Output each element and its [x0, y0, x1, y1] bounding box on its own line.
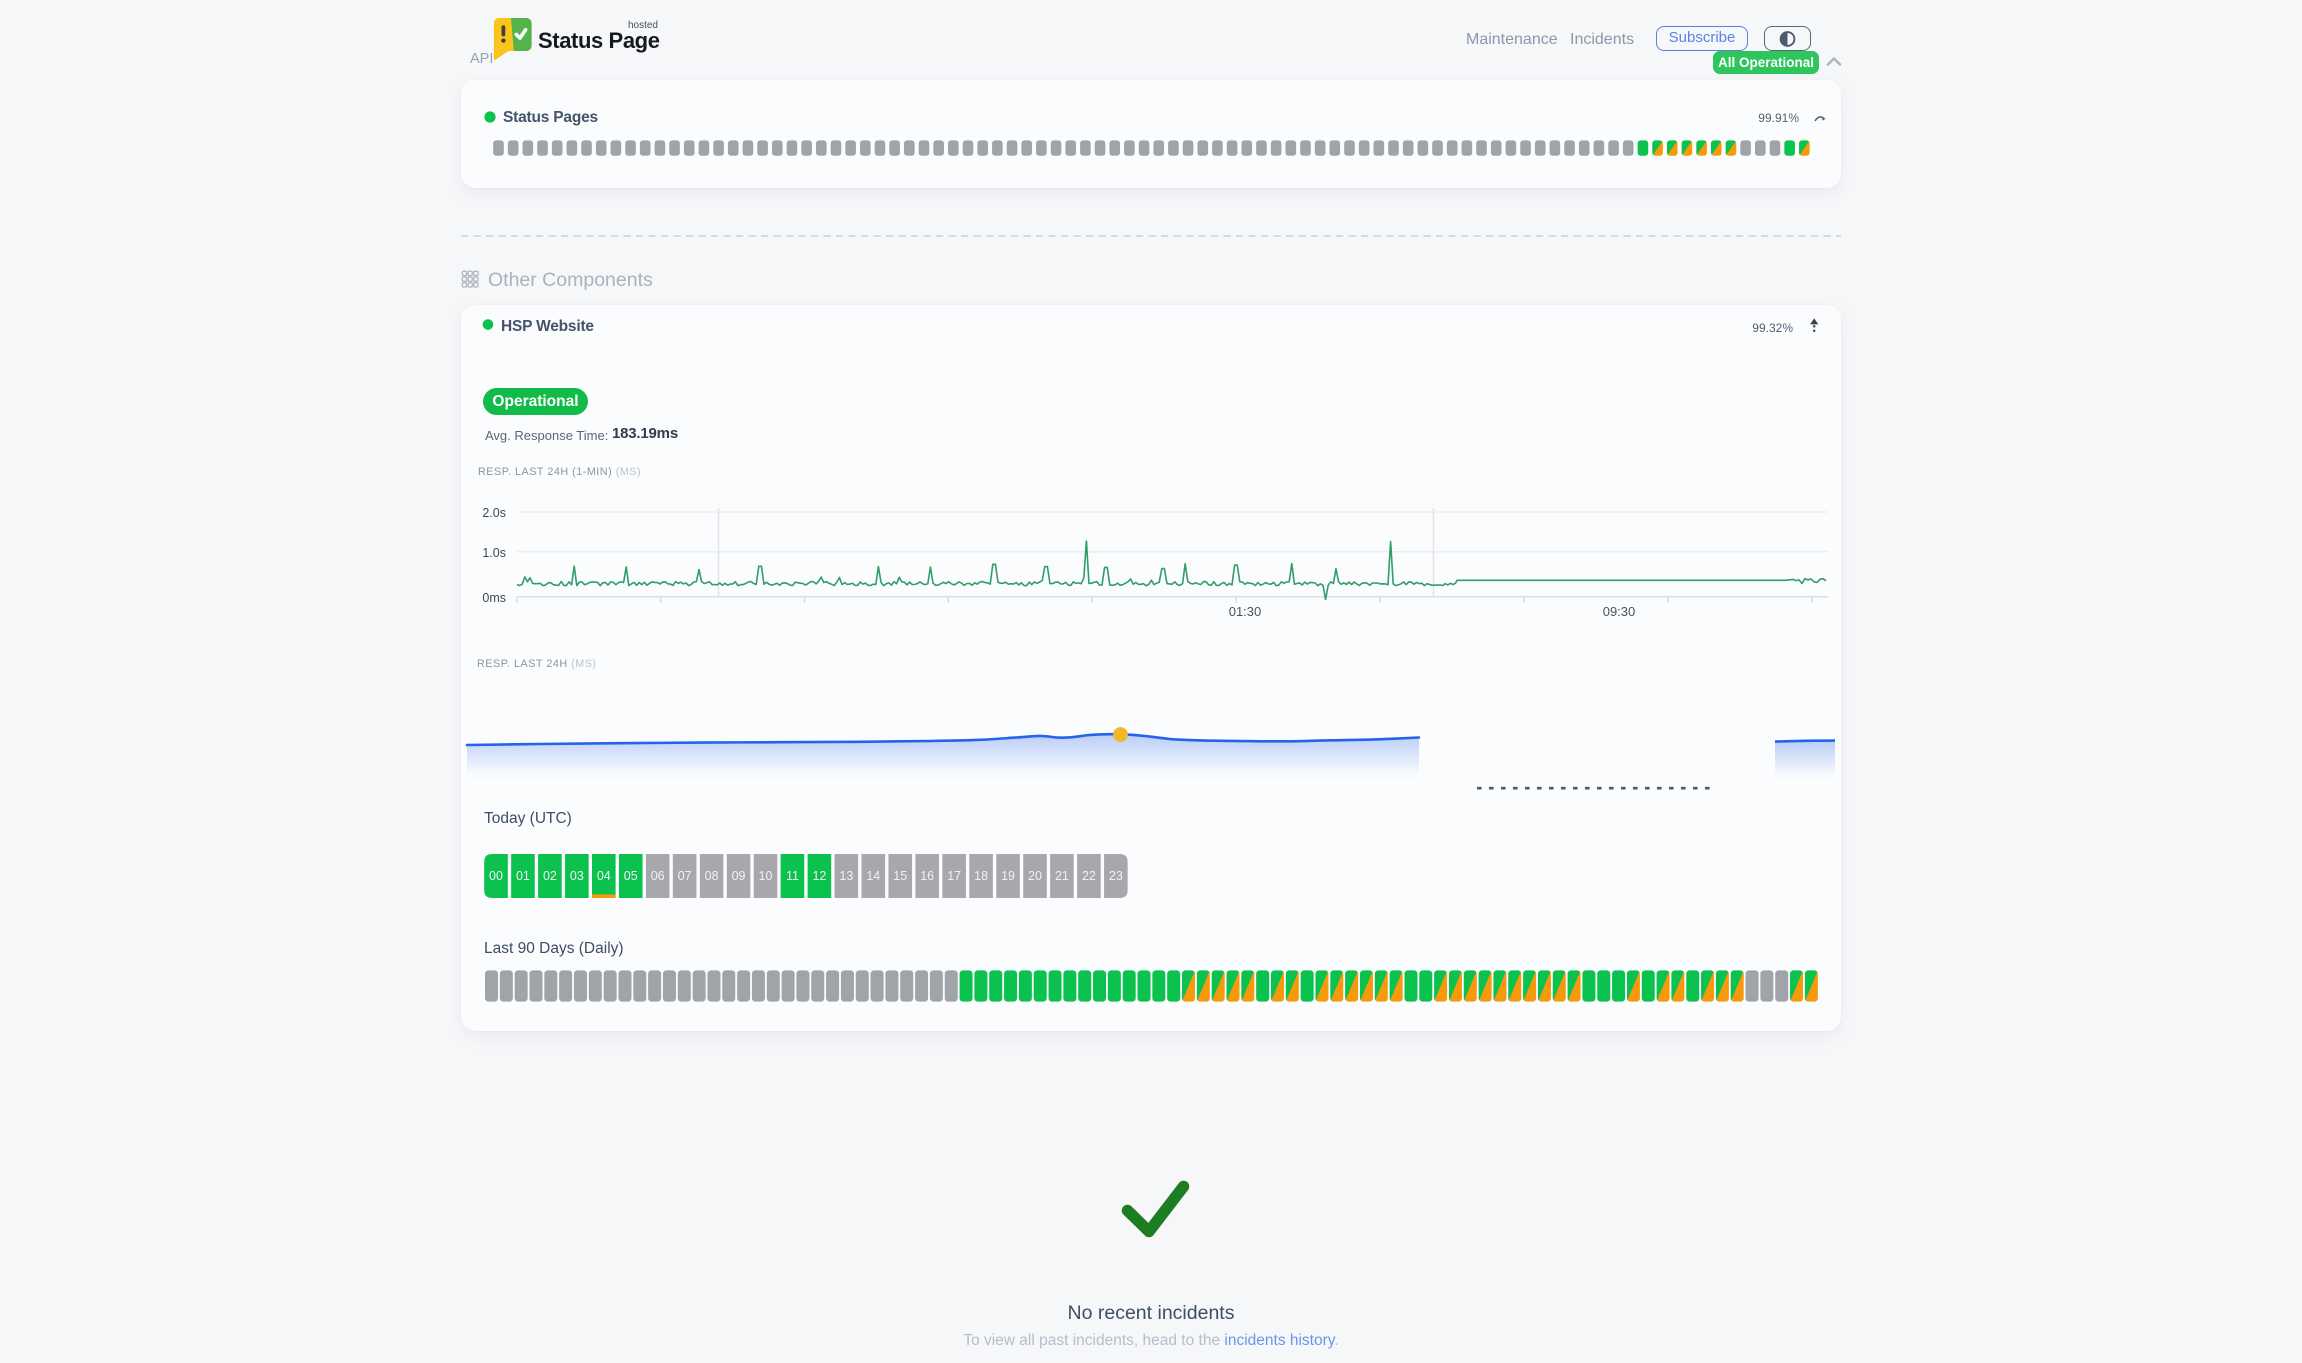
svg-text:20: 20: [1028, 869, 1042, 883]
svg-text:21: 21: [1055, 869, 1069, 883]
svg-text:10: 10: [759, 869, 773, 883]
svg-text:00: 00: [489, 869, 503, 883]
svg-text:18: 18: [974, 869, 988, 883]
svg-text:03: 03: [570, 869, 584, 883]
svg-text:04: 04: [597, 869, 611, 883]
svg-text:19: 19: [1001, 869, 1015, 883]
svg-text:08: 08: [705, 869, 719, 883]
svg-text:06: 06: [651, 869, 665, 883]
svg-text:12: 12: [812, 869, 826, 883]
svg-text:05: 05: [624, 869, 638, 883]
svg-text:15: 15: [893, 869, 907, 883]
svg-text:14: 14: [866, 869, 880, 883]
svg-text:07: 07: [678, 869, 692, 883]
svg-text:09: 09: [732, 869, 746, 883]
svg-text:01: 01: [516, 869, 530, 883]
svg-text:22: 22: [1082, 869, 1096, 883]
svg-text:16: 16: [920, 869, 934, 883]
svg-text:17: 17: [947, 869, 961, 883]
svg-text:02: 02: [543, 869, 557, 883]
svg-text:23: 23: [1109, 869, 1123, 883]
svg-text:11: 11: [786, 869, 799, 883]
svg-text:13: 13: [839, 869, 853, 883]
